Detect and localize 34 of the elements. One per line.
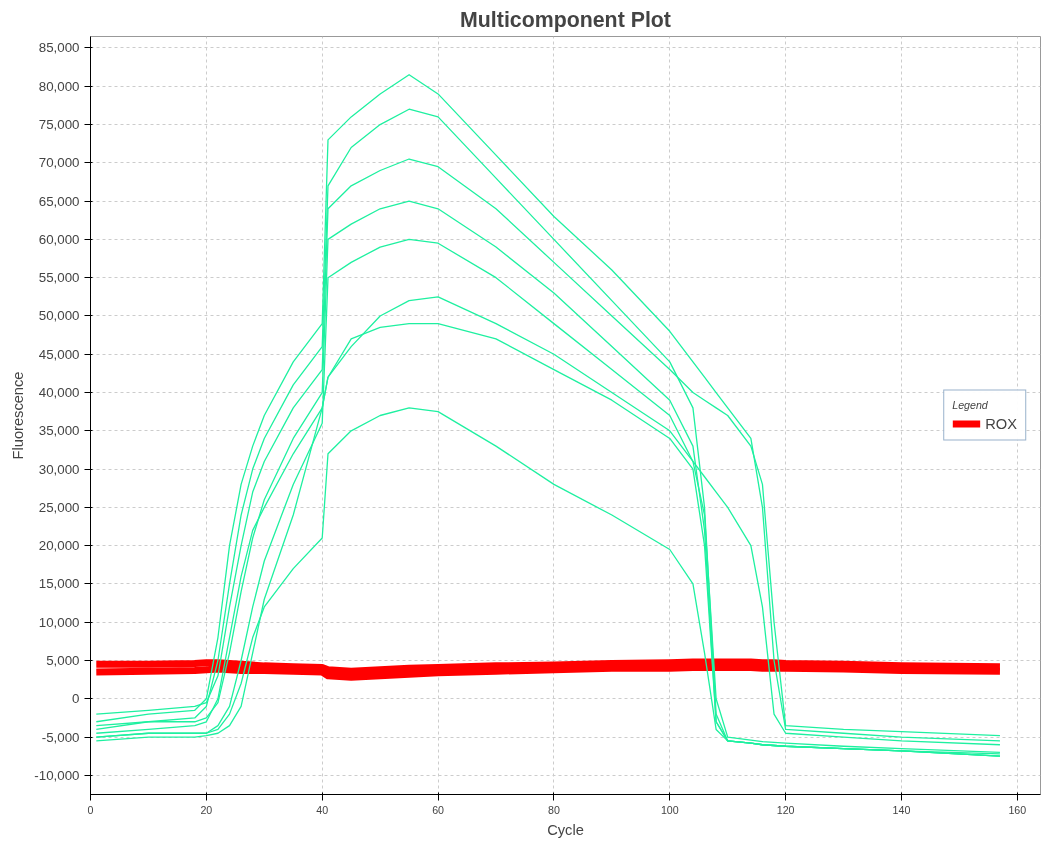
y-tick-label: 5,000 <box>46 653 80 669</box>
x-tick-label: 20 <box>200 803 213 816</box>
y-tick-label: 50,000 <box>38 308 80 324</box>
x-tick-label: 160 <box>1008 803 1027 816</box>
x-tick-label: 40 <box>316 803 329 816</box>
chart-title: Multicomponent Plot <box>460 7 671 32</box>
x-tick-label: 60 <box>432 803 445 816</box>
y-tick-label: 65,000 <box>38 193 80 209</box>
y-tick-label: 15,000 <box>38 576 80 592</box>
y-axis-title: Fluorescence <box>10 371 27 460</box>
y-tick-label: 0 <box>72 691 80 707</box>
x-axis-title: Cycle <box>547 821 584 838</box>
legend-title: Legend <box>952 398 989 411</box>
y-tick-label: 75,000 <box>38 117 80 133</box>
x-tick-label: 100 <box>660 803 679 816</box>
y-tick-label: 25,000 <box>38 499 80 515</box>
y-tick-label: 20,000 <box>38 538 80 554</box>
legend-label: ROX <box>985 415 1017 432</box>
x-tick-label: 120 <box>776 803 795 816</box>
y-tick-label: 85,000 <box>38 40 80 56</box>
y-tick-label: 35,000 <box>38 423 80 439</box>
x-tick-label: 80 <box>547 803 560 816</box>
y-tick-label: 60,000 <box>38 231 80 247</box>
y-tick-label: -10,000 <box>34 767 80 783</box>
y-tick-label: 80,000 <box>38 78 80 94</box>
y-tick-label: 45,000 <box>38 346 80 362</box>
x-tick-label: 140 <box>892 803 911 816</box>
y-tick-label: 55,000 <box>38 270 80 286</box>
y-tick-label: -5,000 <box>41 729 80 745</box>
y-tick-label: 70,000 <box>38 155 80 171</box>
x-tick-label: 0 <box>87 803 94 816</box>
y-tick-label: 10,000 <box>38 614 80 630</box>
y-tick-label: 30,000 <box>38 461 80 477</box>
y-tick-label: 40,000 <box>38 385 80 401</box>
